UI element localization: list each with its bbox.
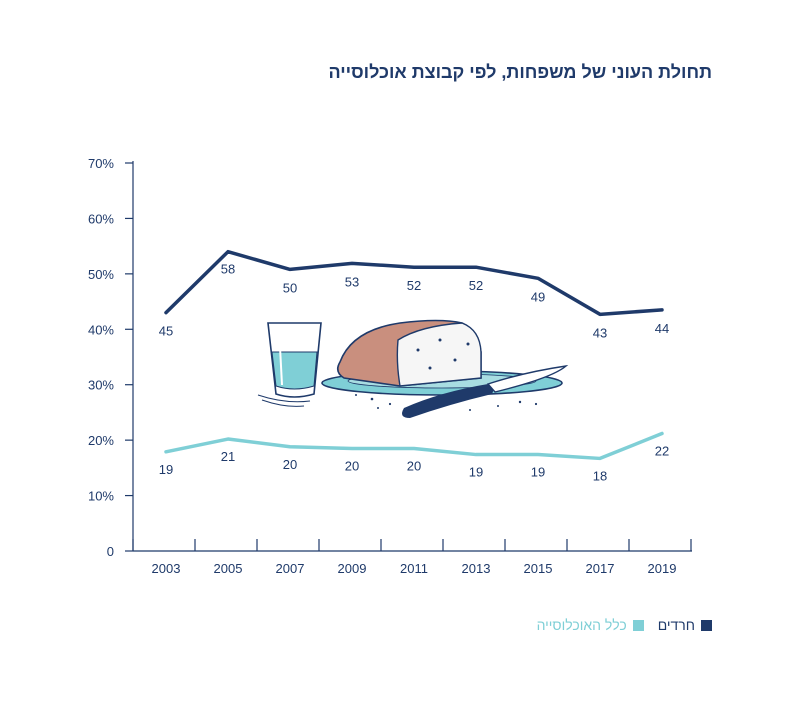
series-lines <box>164 249 664 461</box>
y-tick-label: 60% <box>88 211 114 226</box>
data-label-haredim: 53 <box>345 274 359 289</box>
x-tick-label: 2009 <box>338 561 367 576</box>
data-label-total: 20 <box>407 458 421 473</box>
data-label-total: 20 <box>345 458 359 473</box>
data-label-total: 19 <box>531 465 545 480</box>
x-tick-label: 2011 <box>400 561 428 576</box>
series-line-haredim <box>164 249 664 317</box>
chart-title: תחולת העוני של משפחות, לפי קבוצת אוכלוסי… <box>328 62 712 82</box>
knife-icon <box>402 364 569 418</box>
x-tick-label: 2017 <box>586 561 615 576</box>
data-label-haredim: 49 <box>531 289 545 304</box>
y-tick-label: 30% <box>88 378 114 393</box>
legend-label-total: כלל האוכלוסייה <box>536 617 627 633</box>
y-tick-label: 50% <box>88 267 114 282</box>
bread-illustration <box>257 319 569 418</box>
data-label-haredim: 50 <box>283 280 297 295</box>
x-tick-label: 2013 <box>462 561 491 576</box>
y-tick-label: 0 <box>107 544 114 559</box>
x-tick-label: 2007 <box>276 561 305 576</box>
data-label-haredim: 58 <box>221 262 235 277</box>
x-tick-label: 2003 <box>152 561 181 576</box>
legend-item-haredim: חרדים <box>658 617 712 633</box>
data-label-total: 20 <box>283 457 297 472</box>
data-label-haredim: 43 <box>593 325 607 340</box>
legend-swatch-total <box>632 619 644 631</box>
crumbs-icon <box>355 394 538 411</box>
x-axis: 2003 2005 2007 2009 2011 2013 2015 2017 2019 <box>132 539 692 576</box>
data-label-total: 21 <box>221 449 235 464</box>
x-tick-label: 2015 <box>524 561 553 576</box>
legend-item-total: כלל האוכלוסייה <box>537 617 644 633</box>
x-tick-label: 2005 <box>214 561 243 576</box>
data-label-haredim: 52 <box>469 278 483 293</box>
data-label-total: 18 <box>593 468 607 483</box>
y-axis: 0 10% 20% 30% 40% 50% 60% 70% <box>88 156 134 559</box>
series-line-total <box>164 431 664 461</box>
y-tick-label: 10% <box>88 489 114 504</box>
data-label-total: 19 <box>469 465 483 480</box>
data-label-total: 22 <box>655 443 669 458</box>
data-label-haredim: 45 <box>159 324 173 339</box>
x-tick-label: 2019 <box>648 561 677 576</box>
y-tick-label: 20% <box>88 433 114 448</box>
data-label-total: 19 <box>159 462 173 477</box>
data-labels: 45 58 50 53 52 52 49 43 44 19 21 20 20 20 19 19 18 22 <box>159 262 669 484</box>
data-label-haredim: 44 <box>655 321 669 336</box>
y-tick-label: 40% <box>88 322 114 337</box>
water-glass-icon <box>257 322 322 407</box>
data-label-haredim: 52 <box>407 278 421 293</box>
legend-label-haredim: חרדים <box>657 617 695 633</box>
y-tick-label: 70% <box>88 156 114 171</box>
legend-swatch-haredim <box>701 619 712 631</box>
bread-loaf-icon <box>336 319 482 387</box>
legend: חרדים כלל האוכלוסייה <box>537 617 712 633</box>
